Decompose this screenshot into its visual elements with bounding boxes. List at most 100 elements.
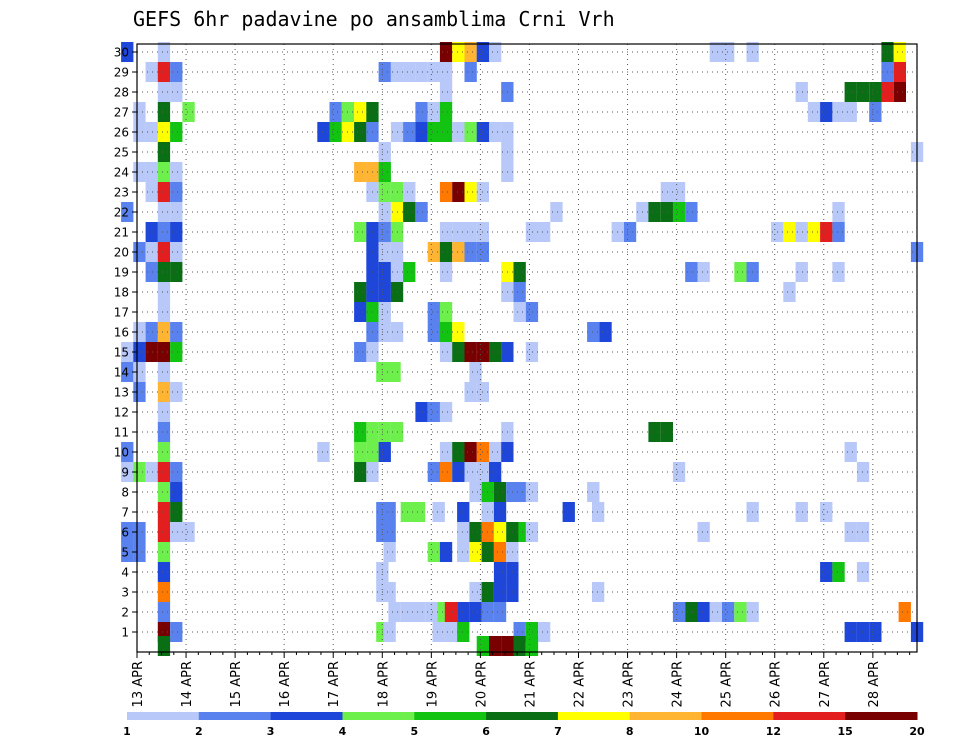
y-tick-label: 14 (114, 366, 129, 380)
heatmap-cell (439, 322, 453, 342)
heatmap-cell (452, 462, 465, 482)
heatmap-cell (383, 522, 396, 542)
heatmap-cell (157, 382, 171, 402)
y-tick-label: 26 (114, 126, 129, 140)
heatmap-cell (439, 302, 453, 322)
heatmap-cell (157, 322, 171, 342)
heatmap-cell (121, 522, 134, 542)
heatmap-cell (660, 422, 673, 442)
heatmap-cell (415, 202, 428, 222)
x-tick-label: 16 APR (278, 661, 293, 707)
heatmap-cell (525, 302, 539, 322)
colorbar-tick-label: 10 (694, 725, 710, 738)
y-tick-label: 4 (121, 566, 129, 580)
heatmap-cell (856, 82, 870, 102)
y-tick-label: 23 (114, 186, 129, 200)
y-tick-label: 27 (114, 106, 129, 120)
heatmap-cell (121, 202, 134, 222)
heatmap-cell (685, 202, 698, 222)
heatmap-cell (493, 602, 507, 622)
heatmap-cell (170, 342, 183, 362)
heatmap-cell (170, 462, 183, 482)
heatmap-cell (427, 62, 440, 82)
heatmap-cell (145, 242, 158, 262)
heatmap-cell (403, 182, 416, 202)
heatmap-cell (493, 562, 507, 582)
heatmap-cell (170, 202, 183, 222)
heatmap-cell (734, 262, 747, 282)
heatmap-cell (157, 82, 171, 102)
y-tick-label: 8 (121, 486, 129, 500)
x-tick-label: 19 APR (425, 661, 440, 707)
heatmap-cell (133, 382, 146, 402)
heatmap-cell (525, 522, 539, 542)
heatmap-cell (157, 262, 171, 282)
heatmap-cell (170, 222, 183, 242)
plot-frame (136, 43, 918, 653)
heatmap-cell (121, 42, 134, 62)
heatmap-cell (457, 502, 470, 522)
heatmap-cell (157, 102, 171, 122)
heatmap-cell (378, 302, 391, 322)
heatmap-cell (427, 122, 440, 142)
heatmap-cell (452, 222, 465, 242)
heatmap-cell (133, 542, 146, 562)
heatmap-cell (648, 422, 661, 442)
heatmap-cell (378, 62, 391, 82)
heatmap-cell (457, 522, 470, 542)
heatmap-cell (412, 502, 426, 522)
heatmap-cell (427, 462, 440, 482)
heatmap-cell (464, 222, 477, 242)
colorbar-tick-label: 7 (554, 725, 562, 738)
heatmap-cell (170, 382, 183, 402)
heatmap-cell (457, 602, 470, 622)
y-tick-label: 28 (114, 86, 129, 100)
heatmap-cell (469, 522, 482, 542)
y-tick-label: 1 (121, 626, 129, 640)
heatmap-cell (452, 42, 465, 62)
x-tick-label: 14 APR (180, 661, 195, 707)
y-tick-label: 5 (121, 546, 129, 560)
heatmap-cell (317, 122, 330, 142)
heatmap-cell (400, 602, 413, 622)
heatmap-cell (157, 442, 171, 462)
heatmap-cell (133, 122, 146, 142)
heatmap-cell (844, 522, 857, 542)
heatmap-cell (587, 322, 600, 342)
heatmap-cell (170, 262, 183, 282)
x-tick-label: 18 APR (376, 661, 391, 707)
y-tick-label: 3 (121, 586, 129, 600)
heatmap-cell (403, 262, 416, 282)
heatmap-cell (170, 522, 183, 542)
heatmap-cell (170, 322, 183, 342)
heatmap-cell (820, 102, 833, 122)
heatmap-cell (145, 62, 158, 82)
heatmap-cell (856, 462, 870, 482)
heatmap-cell (844, 82, 857, 102)
x-tick-label: 15 APR (229, 661, 244, 707)
heatmap-cell (493, 542, 507, 562)
heatmap-cell (157, 462, 171, 482)
colorbar-tick-label: 20 (909, 725, 925, 738)
heatmap-cell (378, 442, 391, 462)
heatmap-cell (832, 562, 845, 582)
heatmap-cell (525, 342, 539, 362)
heatmap-cell (464, 182, 477, 202)
heatmap-cell (489, 442, 502, 462)
heatmap-cell (893, 42, 906, 62)
colorbar-segment (701, 712, 774, 720)
heatmap-cell (820, 502, 833, 522)
heatmap-cell (182, 522, 195, 542)
heatmap-cell (145, 262, 158, 282)
x-tick-label: 25 APR (720, 661, 735, 707)
heatmap-cell (832, 102, 845, 122)
heatmap-cell (856, 522, 870, 542)
heatmap-cell (133, 162, 146, 182)
heatmap-cell (378, 222, 391, 242)
heatmap-cell (170, 122, 183, 142)
y-tick-label: 9 (121, 466, 129, 480)
heatmap-cell (157, 242, 171, 262)
heatmap-cell (464, 62, 477, 82)
heatmap-cell (133, 102, 146, 122)
colorbar-segment (773, 712, 846, 720)
